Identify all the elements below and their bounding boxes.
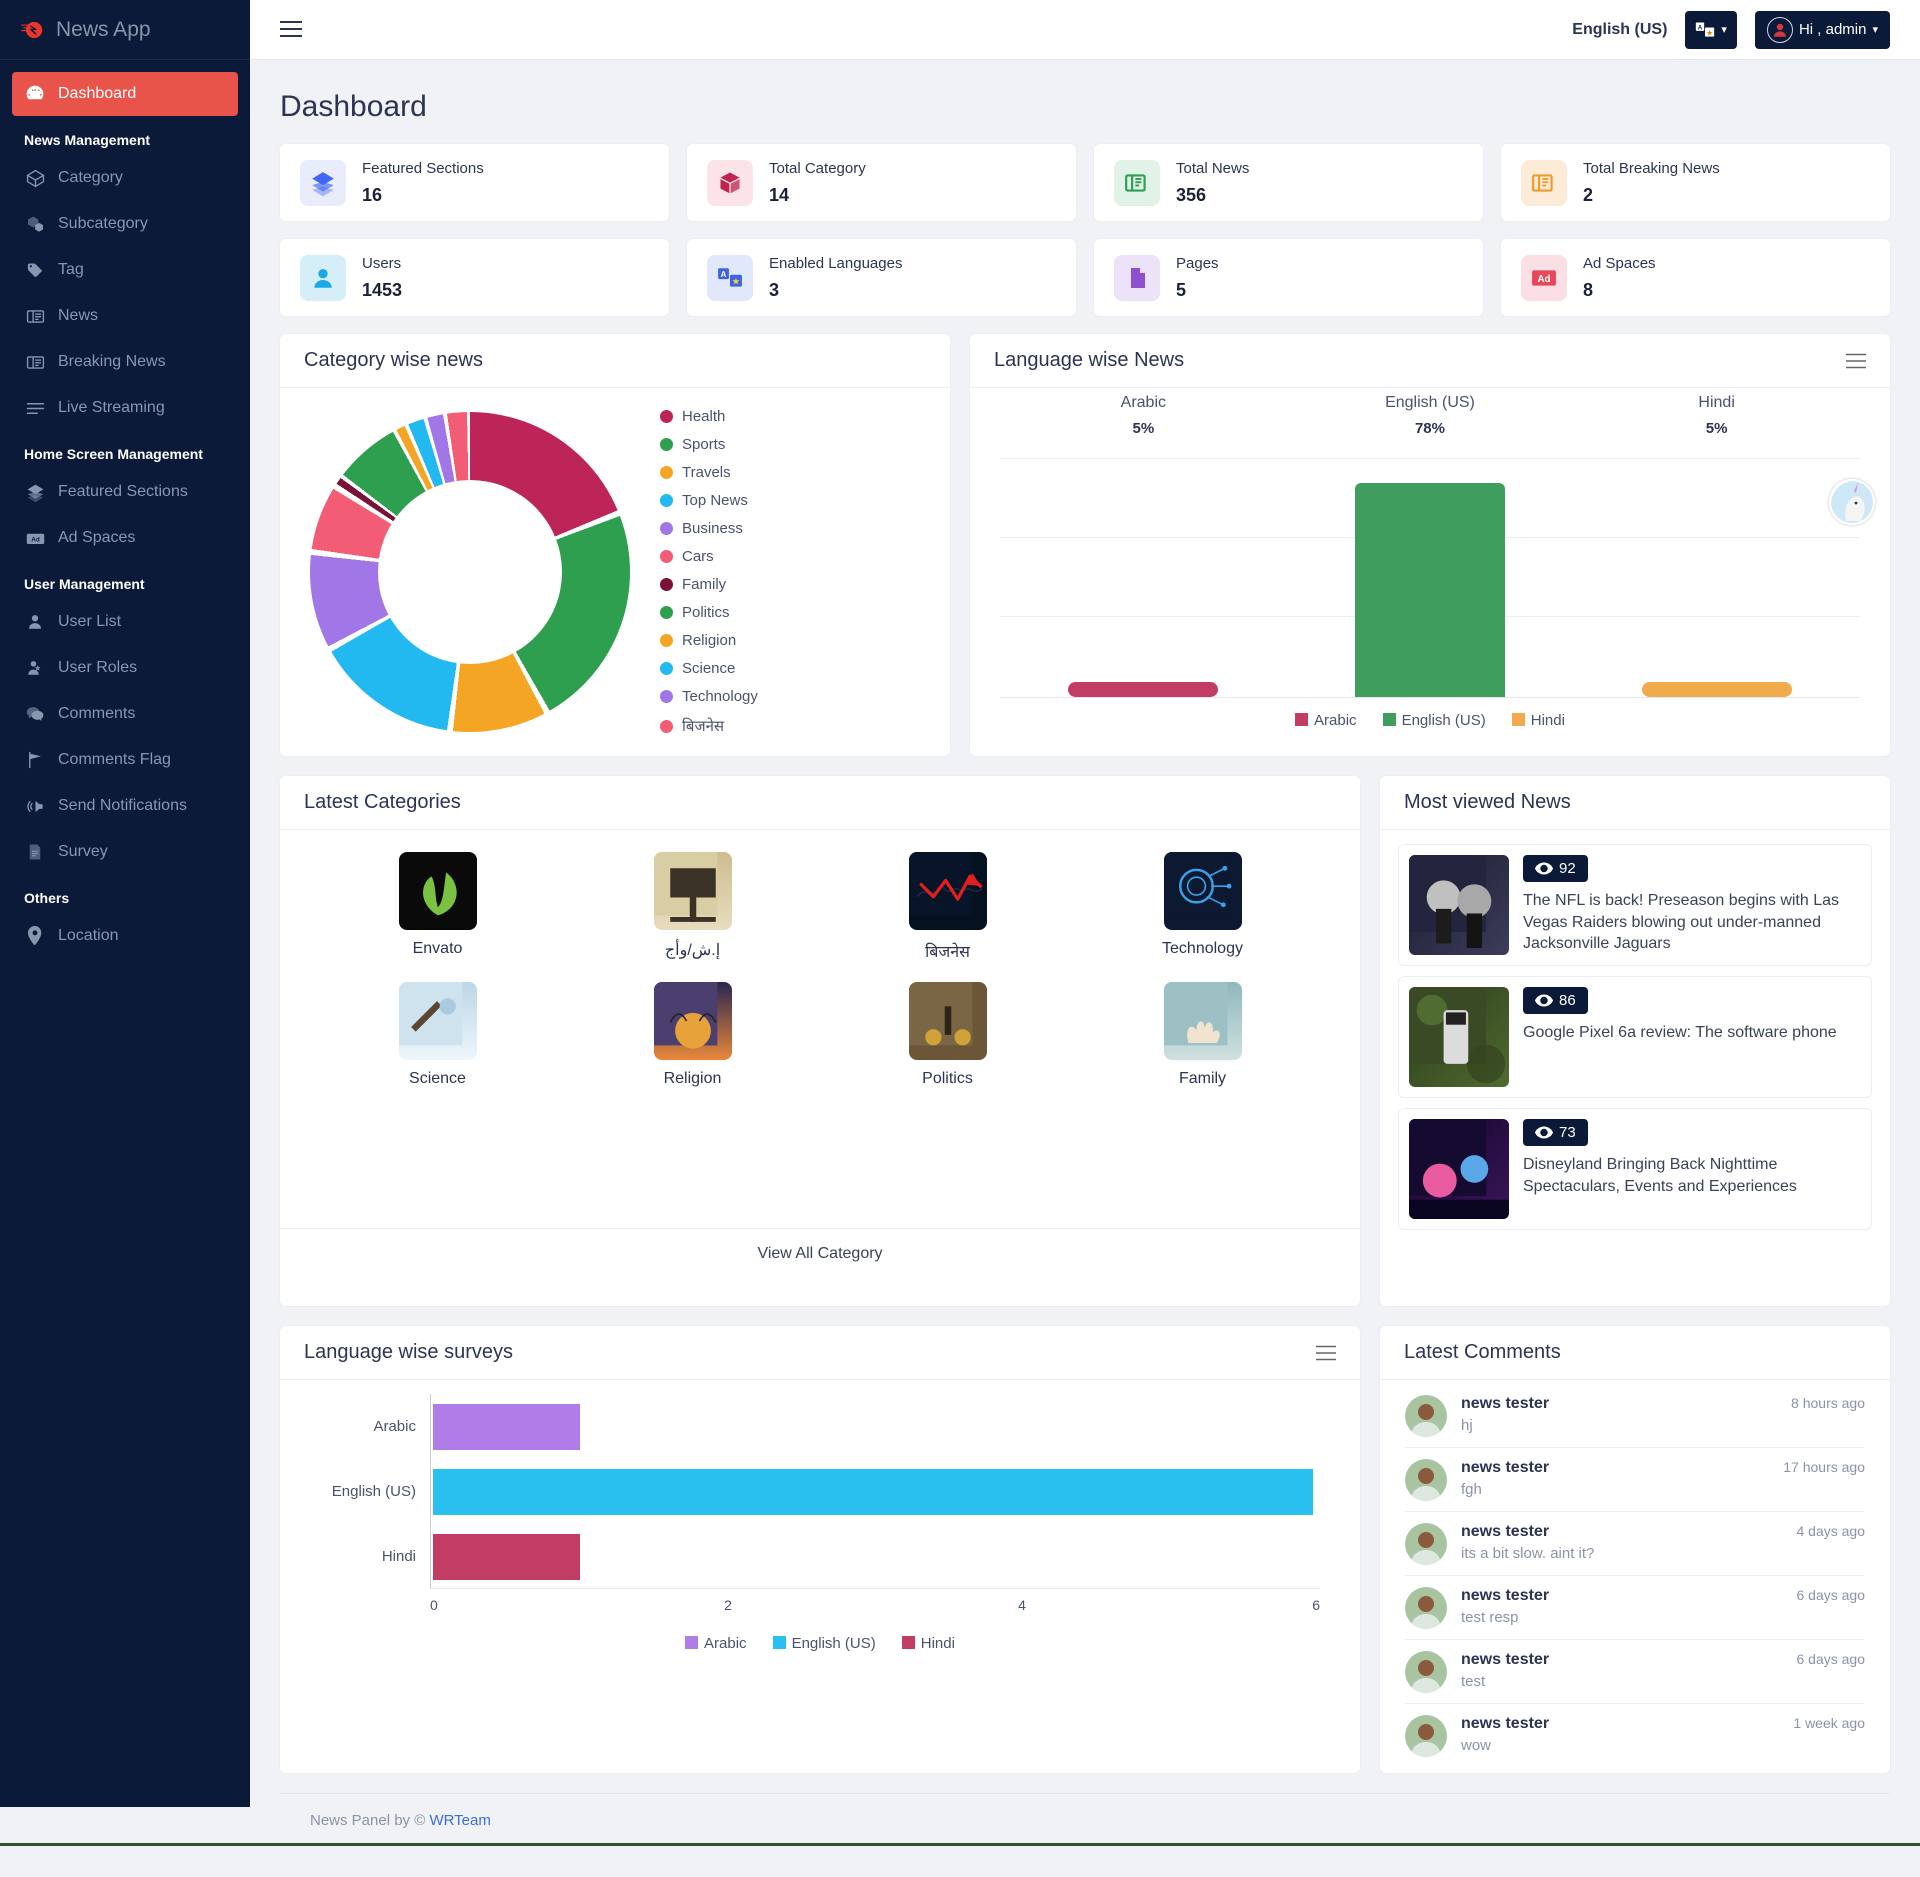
svg-text:A: A <box>1698 24 1703 31</box>
svg-text:★: ★ <box>732 277 740 286</box>
svg-text:★: ★ <box>1706 29 1713 36</box>
svg-text:Ad: Ad <box>1538 273 1551 284</box>
svg-text:A: A <box>721 270 727 279</box>
svg-text:Ad: Ad <box>31 536 40 543</box>
